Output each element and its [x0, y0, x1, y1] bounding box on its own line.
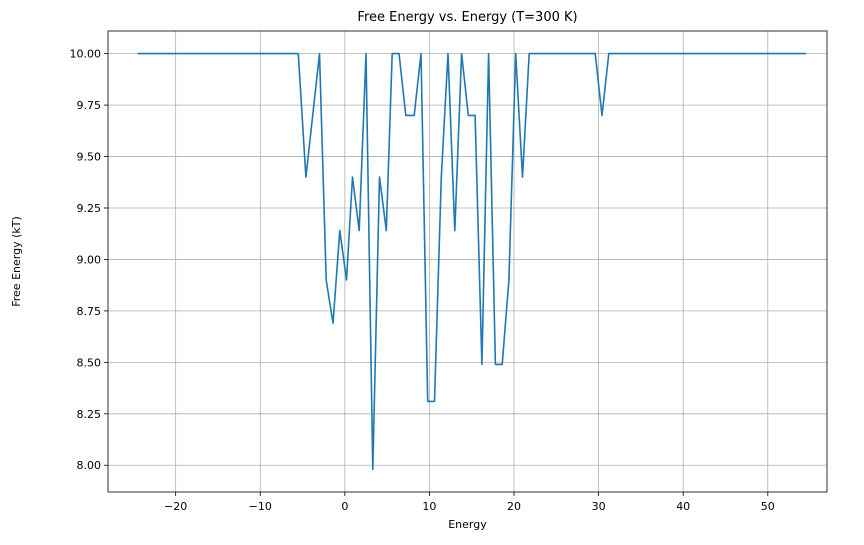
- y-tick-label: 8.75: [77, 305, 102, 318]
- x-tick-label: 20: [507, 500, 521, 513]
- chart-title: Free Energy vs. Energy (T=300 K): [357, 10, 577, 25]
- grid: [108, 31, 827, 492]
- x-tick-label: 30: [592, 500, 606, 513]
- x-tick-label: −10: [249, 500, 272, 513]
- x-tick-label: 50: [761, 500, 775, 513]
- x-axis: −20 −10 0 10 20 30 40 50: [164, 492, 775, 513]
- y-tick-label: 10.00: [70, 48, 102, 61]
- y-tick-label: 8.00: [77, 459, 102, 472]
- x-tick-label: 40: [676, 500, 690, 513]
- y-tick-label: 8.50: [77, 356, 102, 369]
- plot-area: [137, 52, 806, 471]
- y-tick-label: 9.75: [77, 99, 102, 112]
- x-tick-label: 10: [422, 500, 436, 513]
- y-tick-label: 9.50: [77, 151, 102, 164]
- axes-frame: [107, 30, 828, 493]
- x-axis-title: Energy: [448, 518, 487, 531]
- x-tick-label: −20: [164, 500, 187, 513]
- y-tick-label: 8.25: [77, 408, 102, 421]
- series-line: [137, 52, 806, 471]
- x-tick-label: 0: [341, 500, 348, 513]
- y-tick-label: 9.25: [77, 202, 102, 215]
- y-axis: 8.00 8.25 8.50 8.75 9.00 9.25 9.50 9.75 10.00: [70, 48, 108, 472]
- y-tick-label: 9.00: [77, 253, 102, 266]
- y-axis-title: Free Energy (kT): [10, 216, 23, 307]
